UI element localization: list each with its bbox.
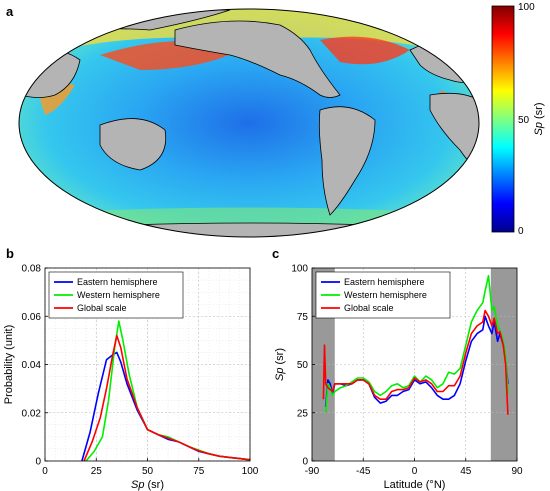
x-tick-label: 0 (42, 466, 48, 477)
y-tick-label: 0.06 (22, 312, 42, 323)
latitude-chart: -90 -45 0 45 90 0 25 50 75 100 Latitude (°N) Sp (sr… (274, 264, 523, 491)
legend-box (315, 271, 451, 319)
high-sp-patch-north-atlantic (320, 36, 410, 65)
colorbar-label: Sp (sr) (533, 102, 545, 135)
x-tick-label: 0 (412, 466, 418, 477)
y-tick-label: 0 (302, 457, 308, 468)
y-axis-label: Sp (sr) (274, 348, 286, 381)
colorbar (491, 5, 515, 233)
legend-box (48, 271, 184, 319)
sp-world-map: 100 50 0 Sp (sr) (18, 2, 545, 238)
land-australia (99, 118, 167, 171)
land-antarctica (59, 222, 441, 237)
probability-chart: 0 25 50 75 100 0 0.02 0.04 0.06 0.08 Sp (sr) Probab… (3, 264, 259, 491)
series-line-2 (83, 334, 251, 462)
x-tick-label: -90 (305, 466, 320, 477)
y-axis-label: Probability (unit) (3, 325, 15, 404)
x-axis-label: Latitude (°N) (384, 479, 446, 491)
x-tick-label: 90 (511, 466, 523, 477)
map-outline (18, 8, 480, 238)
colorbar-tick-min: 0 (518, 226, 524, 237)
series-line-2 (322, 309, 509, 415)
series-line-0 (324, 315, 509, 408)
legend-label-2: Global scale (77, 303, 127, 313)
y-tick-label: 0.02 (22, 408, 42, 419)
land-north-america (174, 20, 341, 98)
colorbar-tick-mid: 50 (518, 115, 530, 126)
legend-label-0: Eastern hemisphere (344, 277, 425, 287)
legend-label-1: Western hemisphere (77, 290, 160, 300)
colorbar-tick-max: 100 (518, 2, 535, 13)
legend-label-2: Global scale (344, 303, 394, 313)
panel-b-label: b (6, 246, 14, 261)
y-tick-label: 0 (35, 457, 41, 468)
shaded-region-1 (490, 268, 517, 461)
land-south-america (318, 106, 376, 216)
shaded-region-0 (312, 268, 335, 461)
y-tick-label: 0.08 (22, 264, 42, 275)
legend-label-1: Western hemisphere (344, 290, 427, 300)
x-tick-label: -45 (356, 466, 371, 477)
x-tick-label: 100 (242, 466, 259, 477)
y-tick-label: 50 (297, 360, 309, 371)
y-tick-label: 100 (291, 264, 308, 275)
y-tick-label: 75 (297, 312, 309, 323)
x-tick-label: 25 (91, 466, 103, 477)
x-axis-label: Sp (sr) (131, 479, 164, 491)
series-line-1 (85, 320, 251, 462)
y-tick-label: 25 (297, 408, 309, 419)
plot-frame (311, 267, 518, 462)
y-tick-label: 0.04 (22, 360, 42, 371)
x-tick-label: 50 (142, 466, 154, 477)
series-line-1 (324, 274, 509, 413)
x-tick-label: 75 (193, 466, 205, 477)
legend-label-0: Eastern hemisphere (77, 277, 158, 287)
x-tick-label: 45 (460, 466, 472, 477)
plot-area (45, 268, 250, 461)
panel-c-label: c (272, 246, 280, 261)
series-line-0 (81, 351, 251, 462)
panel-a-label: a (6, 4, 14, 19)
plot-area (312, 268, 517, 461)
plot-frame (44, 267, 251, 462)
